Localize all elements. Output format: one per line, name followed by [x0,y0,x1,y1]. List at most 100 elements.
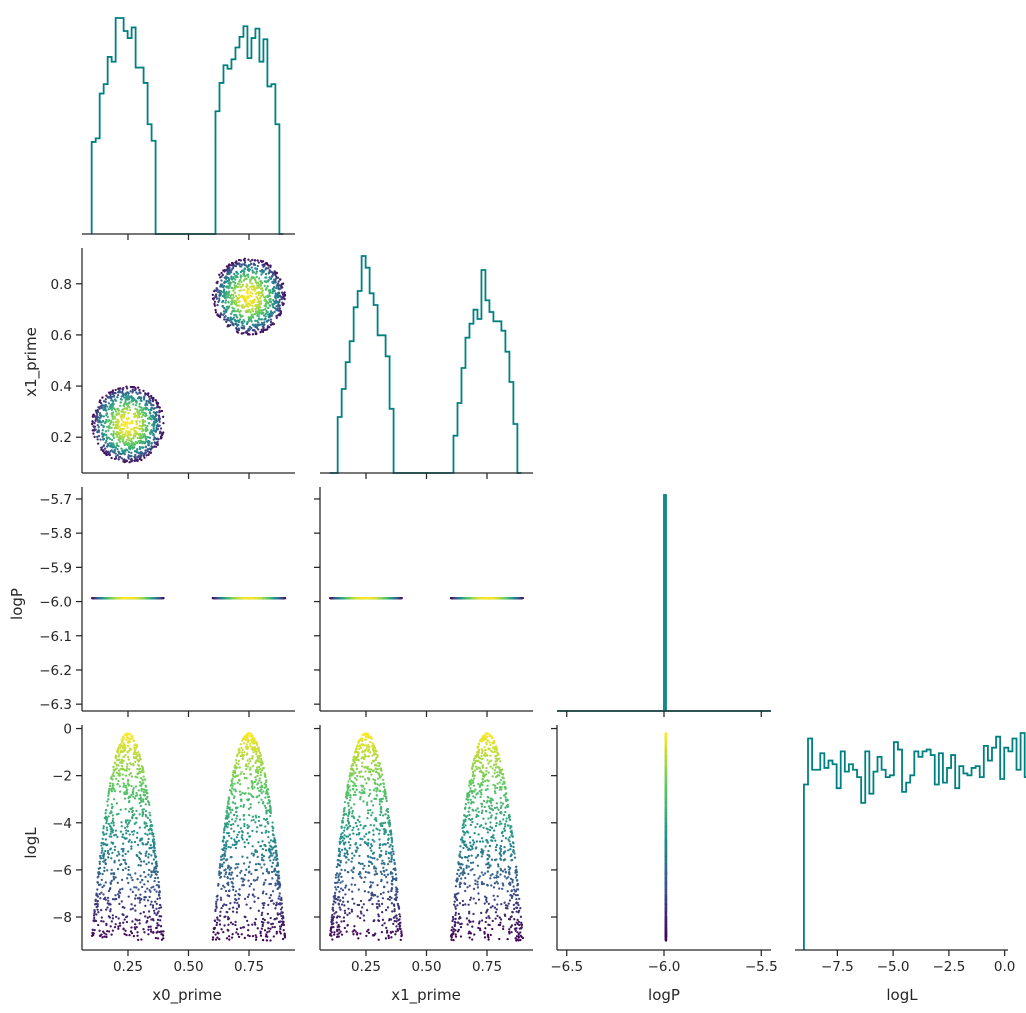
scatter-point [140,411,144,414]
scatter-point [263,328,267,332]
scatter-point [133,432,136,435]
scatter-point [159,427,163,430]
scatter-x0_prime-vs-logP [90,596,287,600]
scatter-point [162,596,165,600]
scatter-point [249,285,252,289]
scatter-point [229,264,233,267]
scatter-point [110,438,114,442]
scatter-point [228,272,231,275]
scatter-point [269,318,273,321]
scatter-point [127,411,130,415]
scatter-point [149,399,152,402]
scatter-point [110,397,113,400]
scatter-point [216,281,219,285]
scatter-point [234,294,238,298]
scatter-point [219,290,223,293]
scatter-point [120,418,123,422]
scatter-point [251,258,254,262]
scatter-point [110,456,113,460]
scatter-point [140,458,143,462]
scatter-point [277,302,280,306]
x-axis-x0_prime-row-2 [82,710,295,717]
scatter-point [229,324,232,327]
scatter-point [150,403,153,407]
scatter-point [156,403,159,406]
scatter-point [236,275,239,279]
scatter-point [254,267,257,270]
scatter-point [101,419,105,423]
scatter-point [119,427,122,431]
scatter-point [247,596,250,600]
scatter-point [227,291,231,294]
y-tick-label: 0.8 [51,277,72,293]
scatter-point [249,299,252,303]
scatter-point [112,400,115,403]
scatter-point [271,287,274,291]
scatter-point [100,414,103,418]
scatter-point [130,427,133,431]
scatter-point [136,392,139,396]
scatter-point [93,414,96,417]
scatter-point [247,275,250,278]
scatter-point [150,394,153,398]
scatter-point [236,262,239,266]
x-tick-label: 0.0 [994,959,1015,975]
scatter-point [107,402,111,405]
scatter-point [260,287,263,291]
scatter-point [117,445,120,448]
scatter-point [127,392,130,395]
scatter-point [142,398,146,401]
scatter-point [107,429,110,432]
scatter-point [233,291,237,294]
scatter-point [237,285,240,288]
scatter-point [123,458,126,461]
histogram-step-logL [803,732,1026,950]
scatter-point [143,456,146,459]
scatter-point [96,423,99,427]
scatter-point [213,300,217,303]
scatter-point [139,450,142,454]
scatter-point [234,264,238,268]
scatter-point [120,416,123,419]
scatter-point [133,415,136,418]
scatter-point [124,432,127,435]
scatter-point [101,404,104,407]
x-axis-x0_prime-row-0 [82,233,295,240]
scatter-point [275,305,278,308]
scatter-point [96,410,100,414]
y-tick-label: 0.6 [51,328,72,344]
scatter-point [144,428,147,431]
scatter-point [118,404,122,407]
scatter-point [144,414,147,418]
scatter-point [153,436,156,439]
scatter-point [267,289,270,292]
scatter-point [247,327,250,331]
scatter-point [229,312,233,315]
y-tick-label: 0.2 [51,430,72,446]
scatter-point [216,303,219,307]
scatter-point [159,437,163,440]
scatter-point [214,308,217,312]
scatter-point [214,293,218,296]
scatter-point [152,407,155,410]
scatter-point [232,307,236,310]
scatter-point [119,401,122,404]
scatter-point [110,408,113,412]
histogram-step-x0_prime [90,17,284,235]
y-tick-label: 0.4 [51,379,72,395]
scatter-point [144,451,147,454]
scatter-point [116,394,120,397]
scatter-point [219,312,223,315]
scatter-point [228,266,231,270]
scatter-point [146,417,150,420]
x-axis-x1_prime-row-1 [320,472,533,479]
scatter-point [266,325,270,328]
scatter-point [140,446,144,449]
scatter-point [155,406,158,409]
scatter-point [105,418,108,422]
scatter-point [257,321,260,324]
panels: −7.5 −5.0 −2.5 0.00.20.40.60.8−6.3−6.2−6.1−… [39,17,1026,975]
scatter-point [251,307,254,310]
scatter-point [260,260,264,264]
scatter-point [122,427,126,430]
